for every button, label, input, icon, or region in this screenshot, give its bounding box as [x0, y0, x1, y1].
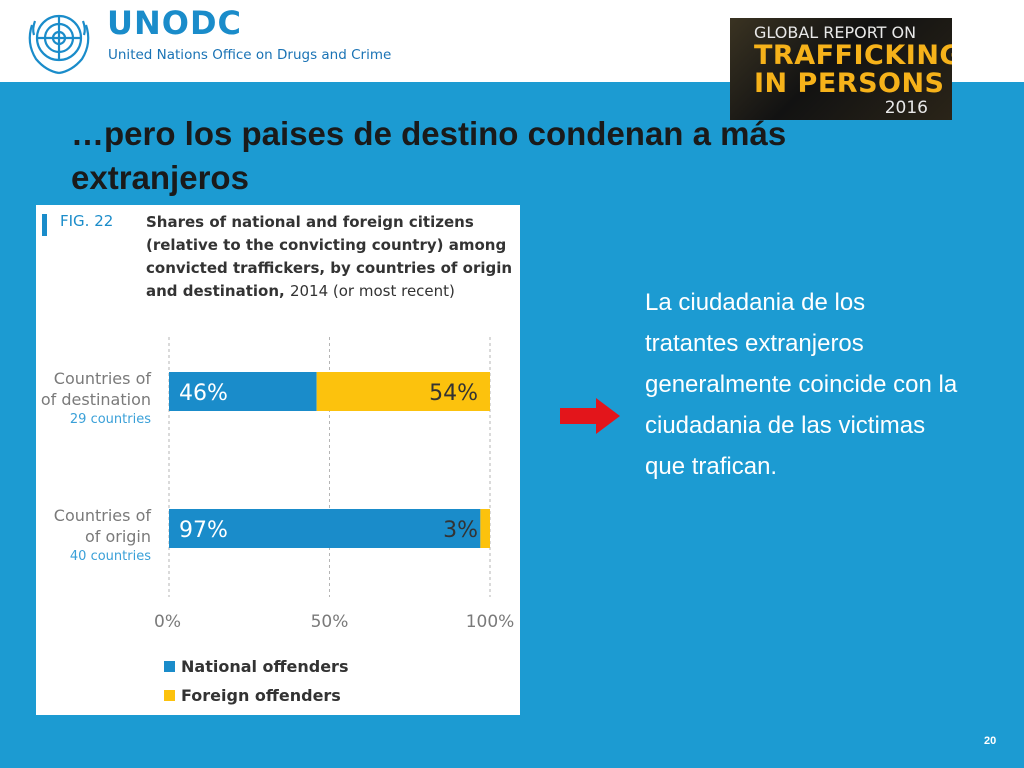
bar-segment — [169, 372, 317, 411]
fig-marker — [42, 214, 47, 236]
chart-title-main: Shares of national and foreign citizens … — [146, 213, 513, 300]
figure-panel: FIG. 22 Shares of national and foreign c… — [36, 205, 520, 715]
page-number: 20 — [984, 735, 997, 747]
report-cover-line2: TRAFFICKING — [754, 40, 952, 71]
legend-label: Foreign offenders — [181, 686, 341, 705]
slide-title: …pero los paises de destino condenan a m… — [71, 115, 787, 196]
legend-swatch — [164, 690, 175, 701]
un-emblem-icon — [28, 14, 90, 75]
report-cover-year: 2016 — [884, 98, 928, 118]
legend-label: National offenders — [181, 657, 348, 676]
fig-label: FIG. 22 — [60, 212, 114, 230]
data-label: 54% — [429, 381, 478, 406]
category-label: Countries of — [54, 506, 152, 525]
category-sublabel: 40 countries — [70, 549, 151, 564]
category-label: of origin — [85, 527, 151, 546]
report-cover-image: GLOBAL REPORT ON TRAFFICKING IN PERSONS … — [730, 18, 952, 120]
x-tick-label: 0% — [154, 612, 181, 632]
data-label: 97% — [179, 518, 228, 543]
right-arrow-icon — [560, 398, 620, 434]
stacked-bar-chart: 46% 54% Countries of of destination 29 count… — [41, 337, 515, 705]
legend-swatch — [164, 661, 175, 672]
org-title: UNODC — [107, 4, 243, 42]
report-cover-line3: IN PERSONS — [754, 68, 945, 99]
category-label: of destination — [41, 390, 151, 409]
category-sublabel: 29 countries — [70, 412, 151, 427]
chart-title: Shares of national and foreign citizens … — [146, 211, 518, 303]
x-tick-label: 50% — [311, 612, 349, 632]
chart-title-tail: 2014 (or most recent) — [289, 282, 455, 300]
data-label: 46% — [179, 381, 228, 406]
report-cover-line1: GLOBAL REPORT ON — [754, 23, 917, 42]
category-label: Countries of — [54, 369, 152, 388]
x-tick-label: 100% — [466, 612, 515, 632]
bar-segment — [169, 509, 481, 548]
data-label: 3% — [443, 518, 478, 543]
bar-segment — [316, 372, 490, 411]
bar-segment — [480, 509, 490, 548]
org-subtitle: United Nations Office on Drugs and Crime — [108, 47, 392, 63]
body-text: La ciudadania de los tratantes extranjer… — [645, 289, 958, 480]
